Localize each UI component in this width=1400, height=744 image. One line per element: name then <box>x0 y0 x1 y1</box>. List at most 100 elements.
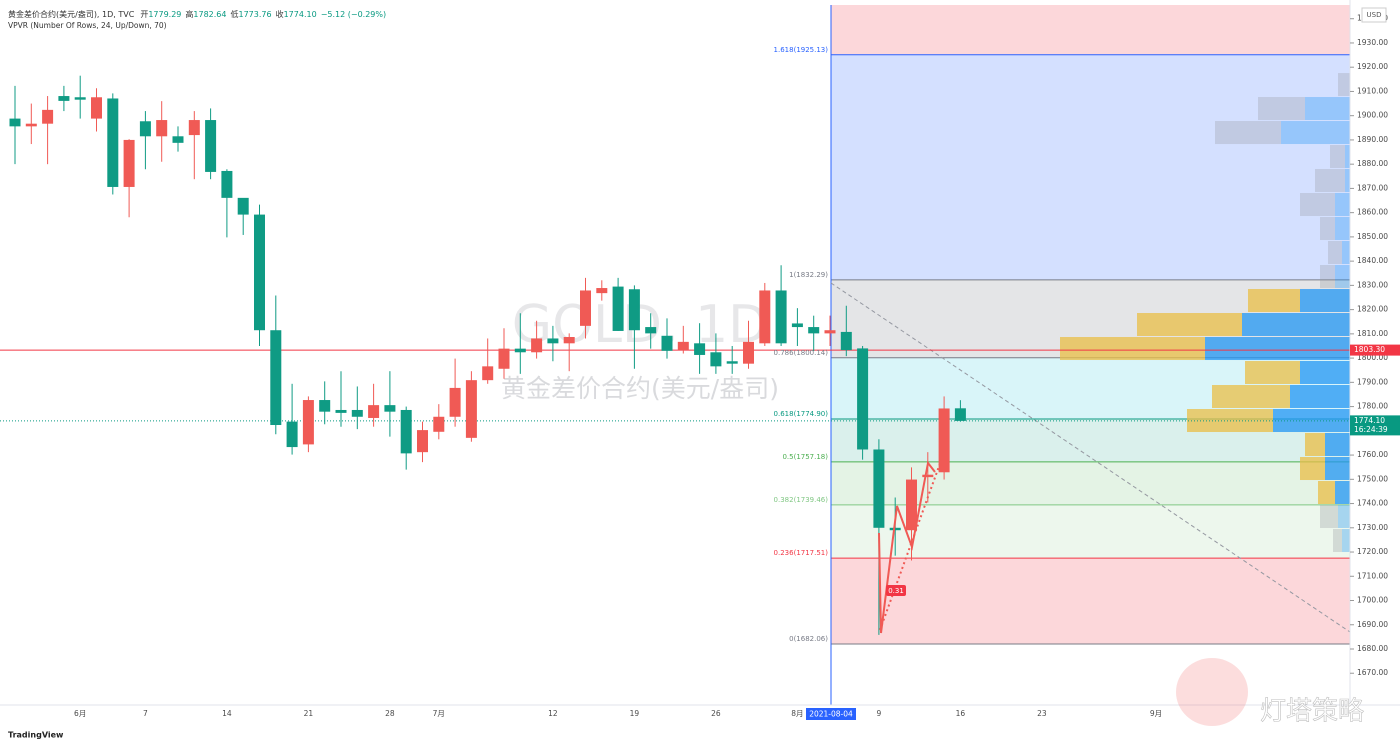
vp-up <box>1335 481 1350 505</box>
vp-up <box>1305 97 1350 121</box>
candle-body <box>58 96 70 101</box>
vp-down <box>1212 385 1290 409</box>
vp-down <box>1315 169 1345 193</box>
x-tick-label: 19 <box>630 709 640 718</box>
candles <box>9 75 966 635</box>
y-tick-label: 1850.00 <box>1357 232 1388 241</box>
vp-down <box>1245 361 1300 385</box>
candle-body <box>514 348 526 353</box>
candle-body <box>824 330 836 334</box>
annotation-box <box>886 585 906 596</box>
candle-body <box>400 409 412 454</box>
candle-body <box>74 97 86 100</box>
candle-body <box>482 366 494 381</box>
candle-body <box>254 214 265 331</box>
candle-body <box>351 409 363 417</box>
vp-down <box>1333 529 1342 553</box>
vp-up <box>1342 241 1350 265</box>
candle-body <box>791 323 803 328</box>
close-label: 收 <box>276 9 284 19</box>
y-tick-label: 1880.00 <box>1357 159 1388 168</box>
candle-body <box>645 327 657 334</box>
candle-body <box>743 341 754 364</box>
x-tick-label: 7 <box>143 709 148 718</box>
fib-label: 0.382(1739.46) <box>774 496 829 504</box>
candle-body <box>156 120 168 137</box>
y-tick-label: 1740.00 <box>1357 499 1388 508</box>
stamp-blob <box>1176 658 1248 726</box>
volume-profile <box>1060 73 1350 553</box>
vp-down <box>1258 97 1305 121</box>
candle-body <box>498 348 510 369</box>
vp-down <box>1330 145 1345 169</box>
vp-down <box>1320 217 1335 241</box>
candle-body <box>938 408 950 473</box>
indicator-label: VPVR (Number Of Rows, 24, Up/Down, 70) <box>8 21 167 30</box>
price-tag-label: 1803.30 <box>1354 345 1385 354</box>
candle-body <box>906 479 917 531</box>
x-tick-label: 12 <box>548 709 558 718</box>
symbol: 黄金差价合约(美元/盎司), 1D, TVC <box>8 9 135 19</box>
fib-label: 1(1832.29) <box>789 271 828 279</box>
candle-body <box>172 136 184 143</box>
fib-zone <box>831 5 1350 55</box>
candle-body <box>384 405 396 412</box>
vp-up <box>1205 337 1350 361</box>
x-tick-label: 26 <box>711 709 721 718</box>
candle-body <box>91 97 102 119</box>
fib-label: 0.5(1757.18) <box>782 453 828 461</box>
x-tick-label: 9 <box>877 709 882 718</box>
y-tick-label: 1680.00 <box>1357 644 1388 653</box>
candle-body <box>857 348 869 450</box>
x-tick-label: 6月 <box>74 709 86 718</box>
candle-body <box>889 527 901 531</box>
y-tick-label: 1900.00 <box>1357 111 1388 120</box>
crosshair-date: 2021-08-04 <box>809 710 853 719</box>
candle-body <box>563 337 575 344</box>
candle-body <box>123 139 135 187</box>
y-tick-label: 1670.00 <box>1357 668 1388 677</box>
stamp: 灯塔策略 <box>1260 697 1364 727</box>
y-tick-label: 1700.00 <box>1357 596 1388 605</box>
candle-body <box>433 416 445 432</box>
candle-body <box>726 361 738 364</box>
fib-label: 0.236(1717.51) <box>774 549 829 557</box>
candle-body <box>139 121 151 137</box>
watermark-name: 黄金差价合约(美元/盎司) <box>501 374 779 403</box>
candle-body <box>840 331 852 351</box>
candle-body <box>759 290 771 344</box>
vp-down <box>1137 313 1242 337</box>
close-value: 1774.10 <box>284 10 317 19</box>
candle-body <box>319 400 331 412</box>
low-value: 1773.76 <box>239 10 272 19</box>
candle-body <box>417 430 428 453</box>
candle-body <box>25 123 37 127</box>
vp-up <box>1290 385 1350 409</box>
vp-down <box>1300 193 1335 217</box>
fib-label: 1.618(1925.13) <box>774 46 829 54</box>
fib-label: 0.618(1774.90) <box>774 410 829 418</box>
vp-up <box>1345 169 1350 193</box>
open-label: 开 <box>140 10 148 19</box>
drawing-dotted <box>879 457 943 631</box>
trend-line <box>830 282 1351 633</box>
y-tick-label: 1780.00 <box>1357 402 1388 411</box>
y-tick-label: 1910.00 <box>1357 86 1388 95</box>
y-tick-label: 1750.00 <box>1357 474 1388 483</box>
candle-body <box>677 341 689 351</box>
vp-up <box>1281 121 1350 145</box>
y-tick-label: 1790.00 <box>1357 377 1388 386</box>
candle-body <box>547 338 559 344</box>
candle-body <box>302 400 314 445</box>
y-tick-label: 1800.00 <box>1357 353 1388 362</box>
y-tick-label: 1720.00 <box>1357 547 1388 556</box>
currency: USD <box>1367 11 1382 19</box>
y-tick-label: 1930.00 <box>1357 38 1388 47</box>
candle-body <box>873 449 885 528</box>
x-tick-label: 23 <box>1037 709 1047 718</box>
candle-body <box>270 330 282 426</box>
x-tick-label: 9月 <box>1150 709 1162 718</box>
fib-label: 0(1682.06) <box>789 635 828 643</box>
candle-body <box>694 343 706 355</box>
